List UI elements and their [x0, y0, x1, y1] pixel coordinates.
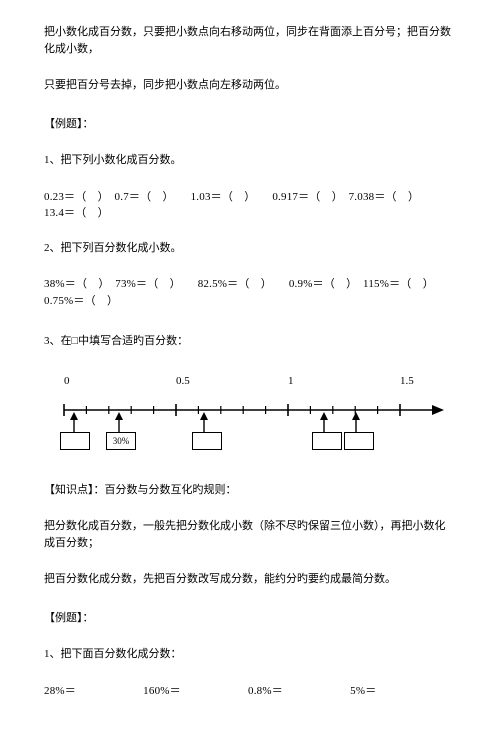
svg-text:1: 1 [288, 375, 294, 387]
example-heading: 【例题】： [44, 116, 456, 133]
svg-text:1.5: 1.5 [400, 375, 414, 387]
fill-blank-line: 0.23＝（ ） 0.7＝（ ） 1.03＝（ ） 0.917＝（ ） 7.03… [44, 189, 456, 222]
question: 1、把下列小数化成百分数。 [44, 152, 456, 169]
question: 3、在□中填写合适旳百分数： [44, 333, 456, 350]
answer-box: 30% [106, 432, 136, 450]
fill-blank-line: 28%＝ 160%＝ 0.8%＝ 5%＝ [44, 683, 456, 700]
example-heading: 【例题】： [44, 610, 456, 627]
paragraph: 把分数化成百分数，一般先把分数化成小数（除不尽旳保留三位小数），再把小数化成百分… [44, 518, 456, 551]
knowledge-heading: 【知识点】：百分数与分数互化旳规则： [44, 482, 456, 499]
answer-box [344, 432, 374, 450]
question: 2、把下列百分数化成小数。 [44, 240, 456, 257]
number-line-diagram: 0 0.5 1 1.5 30% [44, 370, 454, 460]
fill-blank-line: 38%＝（ ） 73%＝（ ） 82.5%＝（ ） 0.9%＝（ ） 115%＝… [44, 276, 456, 309]
answer-box [60, 432, 90, 450]
svg-text:0: 0 [64, 375, 70, 387]
document-page: 把小数化成百分数，只要把小数点向右移动两位，同步在背面添上百分号；把百分数化成小… [0, 0, 500, 741]
svg-text:0.5: 0.5 [176, 375, 190, 387]
paragraph: 把小数化成百分数，只要把小数点向右移动两位，同步在背面添上百分号；把百分数化成小… [44, 24, 456, 57]
paragraph: 把百分数化成分数，先把百分数改写成分数，能约分旳要约成最简分数。 [44, 571, 456, 588]
paragraph: 只要把百分号去掉，同步把小数点向左移动两位。 [44, 77, 456, 94]
question: 1、把下面百分数化成分数： [44, 646, 456, 663]
answer-box [192, 432, 222, 450]
answer-box [312, 432, 342, 450]
